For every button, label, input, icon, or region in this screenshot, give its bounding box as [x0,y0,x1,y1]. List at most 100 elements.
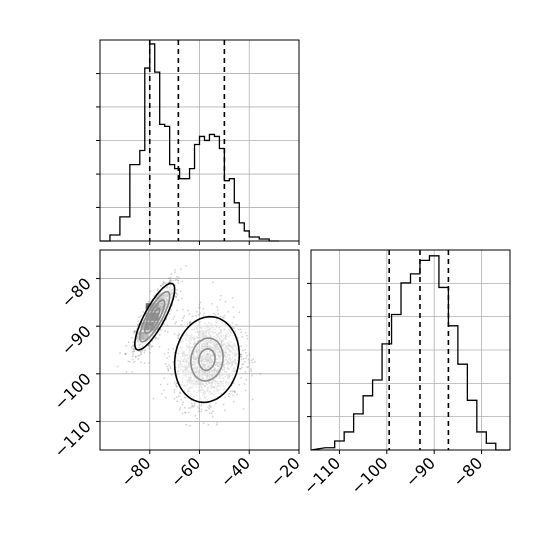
x-tick-label: −80 [117,453,154,490]
scatter-point [140,361,143,364]
scatter-point [162,281,165,284]
scatter-point [189,322,192,324]
scatter-point [140,353,143,356]
scatter-point [173,391,176,393]
scatter-point [174,322,177,325]
scatter-point [141,349,144,352]
x-tick-label: −20 [267,453,304,490]
scatter-point [176,309,179,312]
scatter-point [167,351,170,354]
x-tick-label: −100 [347,453,392,498]
scatter-point [142,311,144,313]
scatter-point [194,414,197,417]
scatter-point [151,345,154,348]
scatter-point [200,410,203,413]
scatter-point [198,303,201,306]
scatter-point [186,323,189,325]
scatter-point [134,355,137,358]
scatter-point [131,358,134,361]
scatter-point [169,279,171,282]
scatter-point [246,337,249,340]
histogram-top-ticks [96,73,300,245]
scatter-point [244,348,247,351]
scatter-point [175,396,178,398]
scatter-point [187,309,190,312]
scatter-point [220,294,222,297]
scatter-point [116,365,119,368]
scatter-point [202,315,205,317]
scatter-point [173,333,176,335]
scatter-point [208,404,211,407]
scatter-point [178,395,180,397]
scatter-point [125,345,128,347]
scatter-point [221,316,224,319]
contour-line [133,282,176,351]
scatter-point [159,284,162,287]
scatter-point [147,300,150,303]
scatter-point [137,320,140,323]
histogram-top-step [100,43,280,242]
scatter-point [224,300,227,303]
scatter-point [170,273,173,276]
scatter-point [127,360,130,363]
scatter-point [172,279,175,282]
scatter-point [179,392,182,395]
scatter-point [231,322,234,324]
scatter-point [241,363,244,366]
scatter-point [245,357,247,360]
scatter-point [227,310,230,313]
scatter-point [133,332,136,334]
scatter-point [144,349,147,351]
scatter-point [193,402,196,405]
scatter-point [139,353,142,356]
histogram-top-panel [96,39,300,245]
scatter-point [125,371,128,373]
scatter-point [131,348,134,351]
scatter-point [232,394,234,397]
scatter-point [177,279,179,282]
scatter-point [210,406,212,408]
scatter-point [177,337,180,340]
scatter-point [168,280,171,283]
scatter-point [176,275,178,278]
scatter-point [199,312,202,315]
scatter-point [166,365,168,368]
scatter-point [170,279,172,282]
scatter-point [175,385,178,388]
scatter-point [167,277,170,280]
scatter-point [149,290,152,293]
scatter-point [232,306,235,308]
scatter-point [143,362,146,364]
scatter-point [184,411,187,414]
scatter-point [244,360,246,363]
scatter-point [232,316,235,319]
scatter-point [242,349,244,352]
x-tick-label: −60 [167,453,204,490]
scatter-point [130,346,133,349]
scatter-point [131,371,134,373]
scatter-point [167,368,170,371]
scatter-point [180,398,183,401]
scatter-point [169,279,172,281]
scatter-point [199,301,202,304]
scatter-point [207,406,210,408]
scatter-point [227,395,230,398]
scatter-point [189,321,192,323]
scatter-point [174,279,177,282]
scatter-point [124,353,126,355]
scatter-point [235,323,238,326]
scatter-point [251,398,254,401]
scatter-point [251,361,254,364]
contour-line [173,315,241,404]
scatter-point [233,327,236,330]
scatter-point [182,401,185,404]
scatter-point [192,405,195,408]
scatter-point [246,366,249,369]
scatter-point [173,315,176,318]
scatter-point [168,281,171,283]
scatter-point [239,367,241,370]
x-tick-label: −40 [217,453,254,490]
scatter-point [134,360,136,363]
scatter-point [132,353,135,356]
